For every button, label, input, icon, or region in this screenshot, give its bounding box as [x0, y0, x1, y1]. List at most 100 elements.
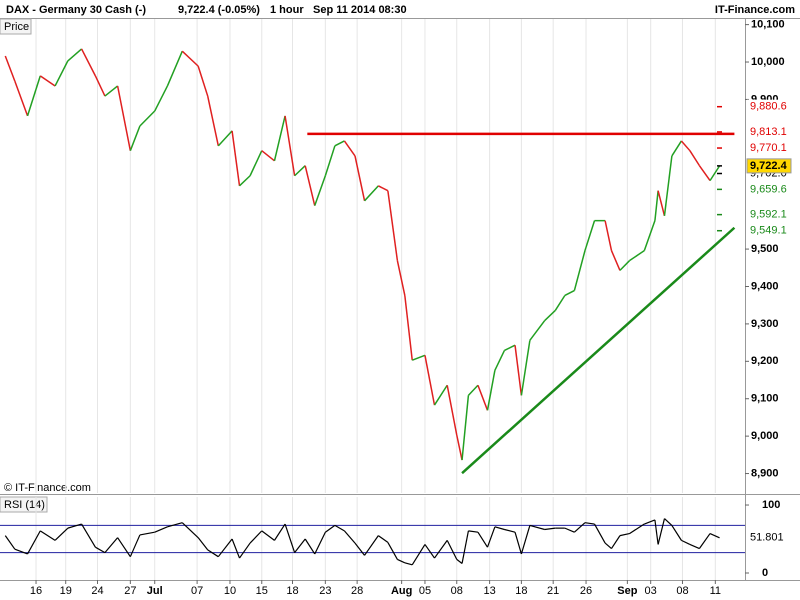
price-segment [411, 354, 426, 361]
price-segment [54, 60, 69, 87]
rsi-segment [573, 522, 586, 533]
rsi-segment [644, 519, 656, 525]
x-tick-label: 03 [645, 585, 657, 597]
y-tick-label: 100 [762, 499, 780, 511]
price-segment [396, 260, 406, 296]
rsi-segment [657, 518, 666, 545]
price-segment [689, 150, 701, 167]
rsi-segment [504, 528, 516, 533]
y-tick-label: 10,000 [751, 56, 785, 68]
copyright: © IT-Finance.com [4, 482, 91, 494]
price-segment [39, 75, 56, 87]
y-tick-label: 9,300 [751, 318, 779, 330]
level-box [747, 99, 791, 114]
price-segment [166, 50, 183, 87]
chart-title: DAX - Germany 30 Cash (-) [6, 4, 146, 16]
rsi-segment [27, 530, 41, 555]
price-segment [446, 385, 458, 436]
price-segment [116, 85, 132, 151]
level-label: 9,722.4 [750, 160, 788, 172]
level-label: 9,659.6 [750, 183, 787, 195]
y-tick-label: 9,100 [751, 393, 779, 405]
x-tick-label: Sep [617, 585, 637, 597]
rsi-segment [273, 523, 286, 541]
level-box [747, 124, 791, 139]
x-tick-label: 10 [224, 585, 236, 597]
x-tick-label: 26 [580, 585, 592, 597]
rsi-last-label: 51.801 [750, 532, 784, 544]
rsi-segment [167, 522, 183, 528]
y-tick-label: 0 [762, 567, 768, 579]
x-tick-label: 27 [124, 585, 136, 597]
rsi-segment [564, 527, 575, 533]
price-segment [486, 370, 496, 411]
rsi-segment [520, 525, 531, 555]
level-label: 9,880.6 [750, 101, 787, 113]
price-segment [554, 295, 566, 311]
price-segment [104, 85, 119, 97]
x-tick-label: Aug [391, 585, 412, 597]
rsi-segment [139, 531, 155, 536]
price-segment [314, 175, 327, 206]
price-segment [294, 165, 306, 177]
rsi-segment [129, 534, 141, 557]
price-segment [604, 220, 613, 251]
price-segment [494, 350, 506, 371]
level-box [747, 207, 791, 222]
rsi-segment [117, 537, 131, 558]
price-segment [4, 55, 16, 82]
rsi-segment [681, 539, 691, 545]
price-segment [364, 185, 379, 202]
price-segment [477, 384, 489, 411]
price-segment [663, 155, 673, 216]
y-tick-label: 8,900 [751, 467, 779, 479]
y-tick-label: 9,500 [751, 243, 779, 255]
level-label: 9,813.1 [750, 126, 787, 138]
rsi-label-box [0, 496, 48, 513]
price-segment [249, 150, 263, 177]
rsi-segment [239, 542, 251, 559]
rsi-segment [104, 537, 119, 553]
rsi-segment [217, 538, 233, 558]
x-tick-label: 08 [451, 585, 463, 597]
x-tick-label: 23 [319, 585, 331, 597]
rsi-segment [304, 538, 316, 555]
rsi-segment [709, 533, 720, 539]
price-segment [67, 48, 83, 62]
quote: 9,722.4 (-0.05%) [178, 4, 260, 16]
rsi-segment [604, 542, 612, 549]
rsi-segment [434, 540, 448, 559]
rsi-segment [154, 526, 168, 533]
rsi-segment [411, 544, 426, 566]
level-label: 9,549.1 [750, 225, 787, 237]
rsi-segment [529, 524, 545, 531]
price-segment [520, 340, 531, 396]
x-tick-label: Jul [147, 585, 163, 597]
x-tick-label: 19 [60, 585, 72, 597]
rsi-segment [671, 525, 682, 541]
y-tick-label: 9,000 [751, 430, 779, 442]
rsi-segment [397, 558, 406, 564]
x-tick-label: 07 [191, 585, 203, 597]
price-segment [610, 250, 621, 271]
price-segment [181, 50, 199, 67]
price-segment [154, 85, 169, 112]
price-segment [461, 395, 470, 461]
level-label: 9,770.1 [750, 142, 787, 154]
price-segment [424, 355, 436, 406]
rsi-segment [39, 530, 56, 541]
rsi-segment [477, 531, 488, 548]
rsi-segment [54, 527, 69, 541]
price-segment [304, 165, 316, 206]
x-tick-label: 24 [91, 585, 103, 597]
y-tick-label: 10,100 [751, 19, 785, 31]
price-segment [284, 115, 296, 176]
rsi-segment [181, 522, 199, 539]
price-segment [657, 190, 666, 216]
x-tick-label: 13 [483, 585, 495, 597]
rsi-segment [377, 535, 389, 543]
rsi-segment [424, 544, 435, 559]
y-tick-label: 9,400 [751, 280, 779, 292]
price-segment [504, 344, 516, 352]
